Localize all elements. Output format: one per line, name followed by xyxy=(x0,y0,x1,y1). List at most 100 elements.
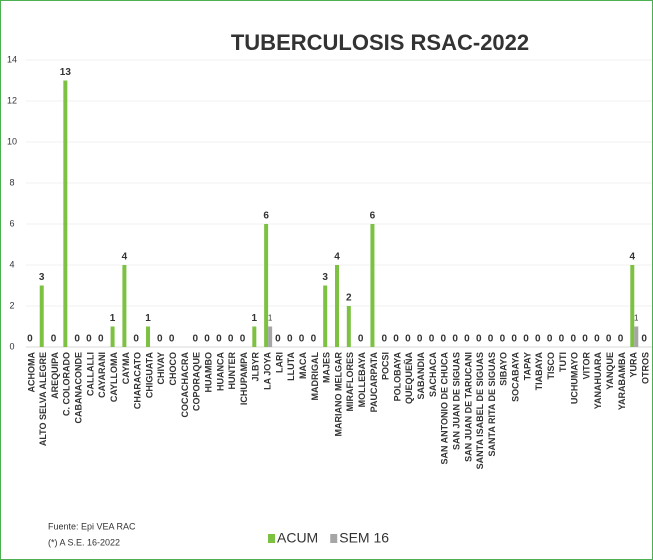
value-label: 0 xyxy=(358,334,364,345)
bar xyxy=(264,224,269,347)
x-tick-label: SAN JUAN DE SIGUAS xyxy=(451,352,461,450)
value-label: 1 xyxy=(268,314,273,323)
value-label: 1 xyxy=(145,313,151,324)
value-label: 0 xyxy=(476,334,482,345)
x-tick-label: CHARACATO xyxy=(133,352,143,409)
x-tick-label: SAN ANTONIO DE CHUCA xyxy=(440,352,450,465)
bar xyxy=(630,265,635,347)
value-label: 0 xyxy=(429,334,435,345)
y-tick-label: 14 xyxy=(7,54,17,64)
value-label: 0 xyxy=(464,334,470,345)
value-label: 6 xyxy=(370,211,376,222)
x-tick-label: MIRAFLORES xyxy=(345,352,355,412)
value-label: 0 xyxy=(570,334,576,345)
value-label: 6 xyxy=(263,211,269,222)
value-label: 0 xyxy=(511,334,517,345)
value-label: 0 xyxy=(299,334,305,345)
value-label: 0 xyxy=(405,334,411,345)
value-label: 0 xyxy=(559,334,565,345)
x-tick-label: LLUTA xyxy=(286,352,296,381)
value-label: 0 xyxy=(535,334,541,345)
value-label: 0 xyxy=(27,334,33,345)
bar xyxy=(268,326,273,347)
legend-swatch xyxy=(268,534,275,543)
value-label: 0 xyxy=(452,334,458,345)
bar xyxy=(634,326,639,347)
value-label: 0 xyxy=(287,334,293,345)
value-label: 0 xyxy=(441,334,447,345)
value-label: 3 xyxy=(39,272,45,283)
x-tick-label: TISCO xyxy=(546,352,556,380)
value-label: 0 xyxy=(216,334,222,345)
bar xyxy=(63,80,68,347)
x-tick-label: UCHUMAYO xyxy=(570,352,580,404)
legend-label: SEM 16 xyxy=(339,530,389,546)
value-label: 0 xyxy=(500,334,506,345)
value-label: 0 xyxy=(547,334,553,345)
x-tick-label: YURA xyxy=(629,352,639,378)
x-tick-label: HUANCA xyxy=(215,352,225,391)
value-label: 13 xyxy=(60,67,72,78)
chart-title: TUBERCULOSIS RSAC-2022 xyxy=(231,30,529,55)
x-tick-label: SOCABAYA xyxy=(511,352,521,402)
x-tick-label: MADRIGAL xyxy=(310,352,320,401)
x-tick-label: COPORAQUE xyxy=(192,352,202,411)
value-label: 0 xyxy=(594,334,600,345)
value-label: 4 xyxy=(334,252,340,263)
value-label: 0 xyxy=(641,334,647,345)
value-label: 0 xyxy=(582,334,588,345)
value-label: 0 xyxy=(488,334,494,345)
x-tick-label: YARABAMBA xyxy=(617,352,627,411)
value-label: 1 xyxy=(634,314,639,323)
x-tick-label: TIABAYA xyxy=(534,352,544,391)
x-tick-label: CHIGUATA xyxy=(144,352,154,399)
y-tick-label: 6 xyxy=(9,218,14,228)
bar xyxy=(146,326,151,347)
value-label: 4 xyxy=(630,252,636,263)
value-label: 0 xyxy=(393,334,399,345)
x-tick-label: POLOBAYA xyxy=(392,352,402,402)
y-tick-label: 12 xyxy=(7,95,17,105)
x-tick-label: CAYMA xyxy=(121,352,131,385)
x-tick-label: VITOR xyxy=(581,352,591,380)
y-tick-label: 4 xyxy=(9,259,14,269)
value-label: 0 xyxy=(275,334,281,345)
value-label: 0 xyxy=(192,334,198,345)
y-tick-label: 0 xyxy=(9,341,14,351)
value-label: 0 xyxy=(86,334,92,345)
x-tick-label: TAPAY xyxy=(522,352,532,380)
x-tick-label: POCSI xyxy=(381,352,391,380)
x-tick-label: CHOCO xyxy=(168,352,178,386)
legend-swatch xyxy=(330,534,338,543)
x-tick-label: JLBYR xyxy=(251,352,261,382)
value-label: 0 xyxy=(51,334,57,345)
x-tick-label: CHIVAY xyxy=(156,352,166,385)
x-tick-label: AREQUIPA xyxy=(50,352,60,399)
footnote: Fuente: Epi VEA RAC xyxy=(48,521,136,531)
value-label: 1 xyxy=(252,313,258,324)
value-label: 2 xyxy=(346,293,352,304)
x-tick-label: TUTI xyxy=(558,352,568,372)
x-tick-label: SANTA RITA DE SIGUAS xyxy=(487,352,497,457)
x-tick-label: CAYLLOMA xyxy=(109,352,119,403)
footnote: (*) A S.E. 16-2022 xyxy=(48,537,120,547)
bar xyxy=(346,306,351,347)
bar xyxy=(252,326,257,347)
value-label: 0 xyxy=(98,334,104,345)
value-label: 0 xyxy=(381,334,387,345)
value-label: 0 xyxy=(311,334,317,345)
bar xyxy=(122,265,127,347)
x-tick-label: COCACHACRA xyxy=(180,352,190,418)
bar xyxy=(110,326,115,347)
x-tick-label: YANAHUARA xyxy=(593,352,603,410)
x-tick-label: PAUCARPATA xyxy=(369,351,379,412)
value-label: 0 xyxy=(417,334,423,345)
x-tick-label: CAYARANI xyxy=(97,352,107,398)
x-tick-label: OTROS xyxy=(640,352,650,384)
value-label: 0 xyxy=(606,334,612,345)
x-tick-label: HUNTER xyxy=(227,352,237,390)
x-tick-label: LARI xyxy=(274,352,284,373)
value-label: 0 xyxy=(204,334,210,345)
x-tick-label: MARIANO MELGAR xyxy=(333,352,343,437)
